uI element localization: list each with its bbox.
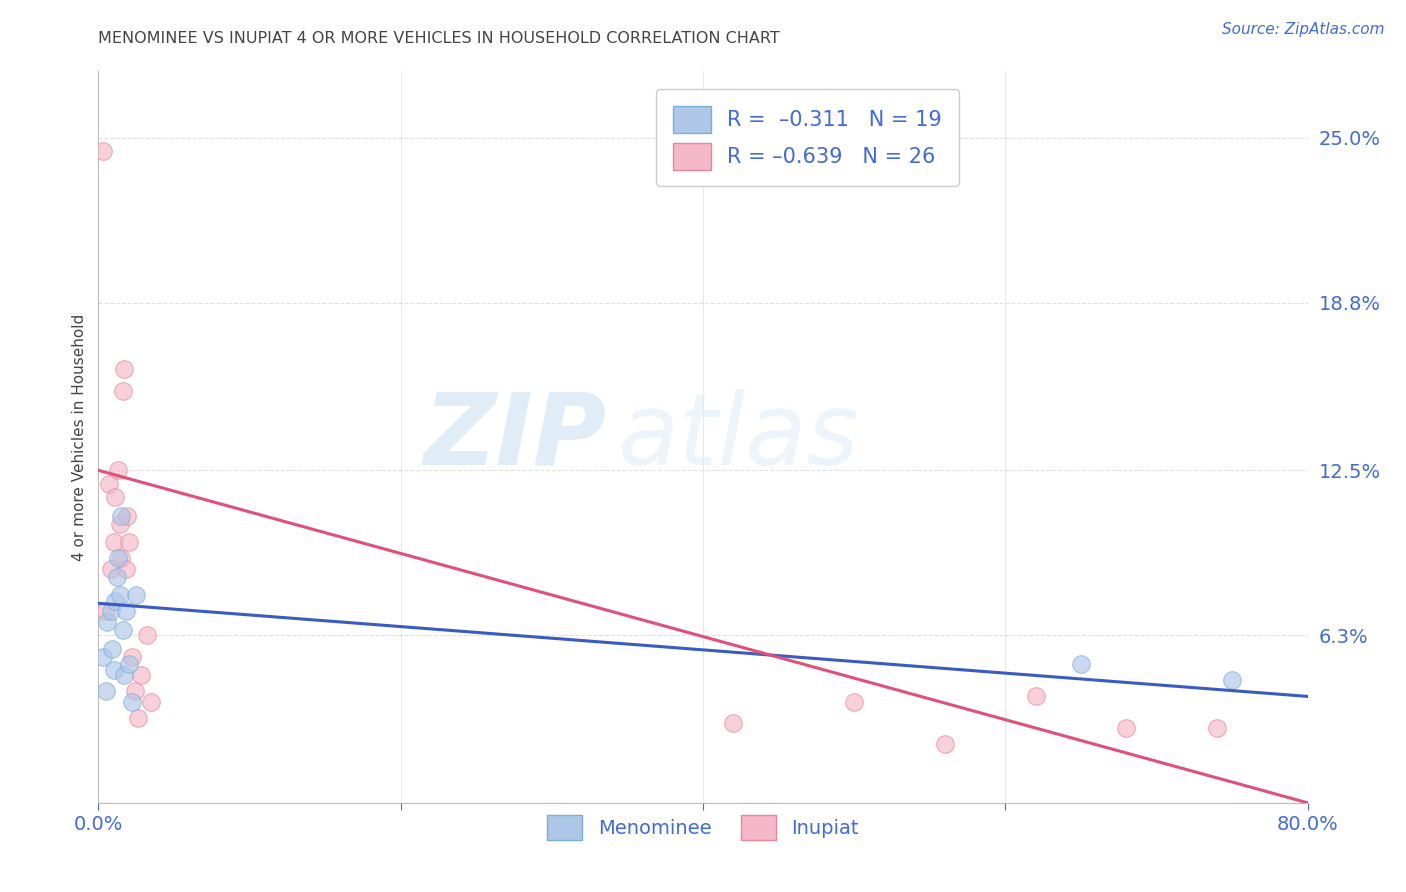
Point: [114, 562, 136, 576]
Point: [98, 476, 121, 491]
Point: [121, 649, 143, 664]
Point: [141, 695, 163, 709]
Point: [1070, 657, 1092, 672]
Point: [110, 551, 132, 566]
Text: atlas: atlas: [619, 389, 860, 485]
Point: [934, 737, 956, 751]
Point: [114, 604, 136, 618]
Point: [91, 144, 114, 158]
Point: [844, 695, 866, 709]
Point: [105, 570, 128, 584]
Point: [100, 562, 122, 576]
Point: [101, 641, 124, 656]
Point: [111, 623, 134, 637]
Point: [1115, 722, 1137, 736]
Point: [118, 535, 141, 549]
Point: [108, 516, 131, 531]
Point: [118, 657, 141, 672]
Point: [100, 604, 122, 618]
Text: ZIP: ZIP: [423, 389, 606, 485]
Point: [96, 615, 118, 629]
Y-axis label: 4 or more Vehicles in Household: 4 or more Vehicles in Household: [72, 313, 87, 561]
Point: [723, 716, 745, 731]
Point: [94, 604, 117, 618]
Point: [1206, 722, 1229, 736]
Point: [135, 628, 157, 642]
Point: [103, 663, 125, 677]
Point: [1024, 690, 1046, 704]
Legend: Menominee, Inupiat: Menominee, Inupiat: [540, 807, 866, 848]
Point: [127, 711, 149, 725]
Point: [94, 684, 117, 698]
Text: MENOMINEE VS INUPIAT 4 OR MORE VEHICLES IN HOUSEHOLD CORRELATION CHART: MENOMINEE VS INUPIAT 4 OR MORE VEHICLES …: [98, 31, 780, 46]
Point: [104, 593, 127, 607]
Point: [104, 490, 127, 504]
Point: [112, 362, 135, 376]
Point: [1220, 673, 1243, 688]
Point: [107, 551, 129, 566]
Text: Source: ZipAtlas.com: Source: ZipAtlas.com: [1222, 22, 1385, 37]
Point: [121, 695, 143, 709]
Point: [111, 384, 134, 398]
Point: [107, 463, 129, 477]
Point: [129, 668, 152, 682]
Point: [103, 535, 125, 549]
Point: [112, 668, 135, 682]
Point: [124, 684, 146, 698]
Point: [115, 508, 138, 523]
Point: [108, 588, 131, 602]
Point: [91, 649, 114, 664]
Point: [110, 508, 132, 523]
Point: [125, 588, 148, 602]
